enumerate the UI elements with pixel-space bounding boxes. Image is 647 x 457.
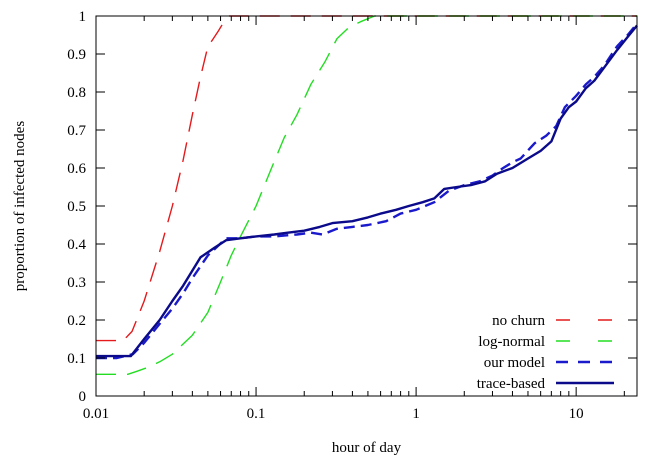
y-tick-label: 0.3 <box>67 275 86 291</box>
series-line-log-normal <box>96 15 637 376</box>
y-tick-label: 0.8 <box>67 85 86 101</box>
y-tick-label: 0 <box>79 389 87 405</box>
plot-frame <box>95 15 638 397</box>
y-tick-label: 0.1 <box>67 351 86 367</box>
x-tick-label: 1 <box>412 406 420 422</box>
x-tick-label: 0.01 <box>83 406 109 422</box>
y-tick-label: 0.2 <box>67 313 86 329</box>
y-tick-label: 0.5 <box>67 199 86 215</box>
y-axis-label: proportion of infected nodes <box>12 121 28 292</box>
ticks-layer: 0.01 0.1 1 10 0 0.1 0.2 0.3 0.4 0.5 0.6 0.7 0.8 0.9 1 <box>67 9 637 422</box>
legend-label: our model <box>484 355 545 371</box>
y-tick-label: 1 <box>79 9 87 25</box>
legend-label: no churn <box>492 313 545 329</box>
series-line-trace-based <box>96 24 638 358</box>
x-tick-label: 10 <box>569 406 584 422</box>
series-line-our-model <box>96 22 638 360</box>
y-tick-label: 0.4 <box>67 237 86 253</box>
legend-label: trace-based <box>477 376 546 392</box>
y-tick-label: 0.7 <box>67 123 86 139</box>
y-tick-label: 0.6 <box>67 161 86 177</box>
x-axis-label: hour of day <box>332 440 402 456</box>
legend: no churn log-normal our model trace-based <box>477 313 614 392</box>
series-layer <box>96 15 638 376</box>
y-tick-label: 0.9 <box>67 47 86 63</box>
x-tick-label: 0.1 <box>247 406 266 422</box>
series-line-no-churn <box>96 15 637 342</box>
legend-label: log-normal <box>478 334 545 350</box>
